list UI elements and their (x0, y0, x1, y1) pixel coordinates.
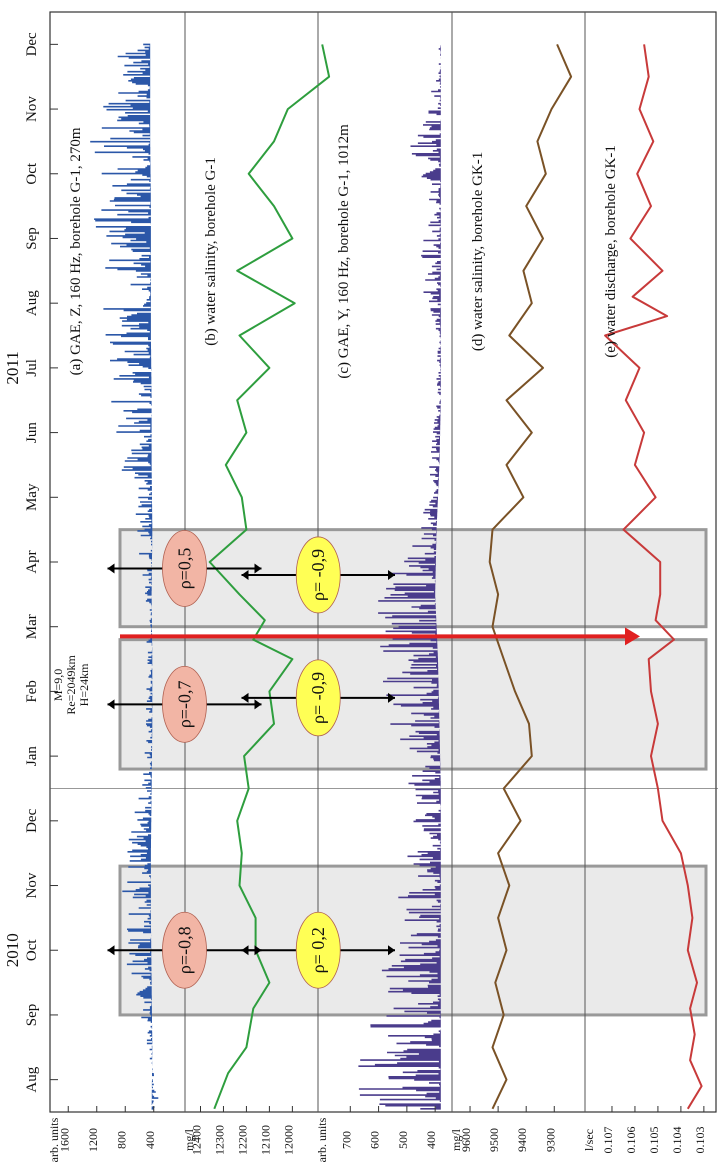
panel-unit-label: mg/l (449, 1128, 463, 1151)
header-layer: 2010 2011 M=9,0 Re=2049km H=24km (a) GAE, Z, … (3, 124, 619, 967)
panel-tick-label: 800 (114, 1131, 128, 1149)
correlation-badge (295, 536, 341, 614)
panel-tick-label: 12100 (258, 1125, 272, 1155)
earthquake-arrow-head (625, 627, 640, 646)
panel-tick-label: 1600 (57, 1128, 71, 1152)
correlation-arrowhead (388, 692, 395, 703)
panel-tick-label: 9600 (459, 1128, 473, 1152)
earthquake-info: Re=2049km (64, 655, 78, 715)
panel-tick-label: 9300 (543, 1128, 557, 1152)
correlation-arrowhead (107, 563, 115, 574)
panel-label: (e) water discharge, borehole GK-1 (603, 145, 619, 358)
month-label: May (24, 483, 40, 511)
correlation-arrowhead (241, 945, 249, 956)
correlation-arrowhead (388, 945, 395, 956)
month-label: Jul (24, 359, 40, 377)
panel-tick-label: 500 (396, 1131, 410, 1149)
panel-tick-label: 9400 (515, 1128, 529, 1152)
series-d (488, 44, 573, 1110)
month-label: Dec (24, 32, 40, 56)
month-label: Sep (24, 227, 40, 250)
correlation-badge (162, 911, 207, 989)
panel-tick-label: 9500 (487, 1128, 501, 1152)
month-label: Oct (24, 162, 40, 184)
month-label: Jan (24, 746, 40, 766)
panel-tick-label: 12300 (212, 1125, 226, 1155)
correlation-arrowhead (241, 569, 249, 580)
panel-tick-label: 12000 (281, 1125, 295, 1155)
panel-label: (a) GAE, Z, 160 Hz, borehole G-1, 270m (68, 127, 84, 375)
panel-unit-label: mg/l (182, 1128, 196, 1151)
panel-tick-label: 12400 (189, 1125, 203, 1155)
series-b (208, 44, 331, 1110)
correlation-arrowhead (107, 945, 115, 956)
plot-area (49, 11, 718, 1113)
panel-tick-label: 1200 (86, 1128, 100, 1152)
panel-tick-label: 0.103 (693, 1127, 707, 1154)
month-label: Nov (24, 96, 40, 122)
month-label: Oct (24, 939, 40, 961)
panel-unit-label: arb. units (315, 1117, 329, 1162)
axis-layer: Aug Sep Oct Nov Dec Jan Feb Mar Apr May Jun Jul Aug S… (24, 32, 707, 1162)
panel-tick-label: 400 (143, 1131, 157, 1149)
panel-tick-label: 0.107 (601, 1127, 615, 1154)
panel-unit-label: l/sec (582, 1129, 596, 1151)
correlation-value: ρ=0,5 (175, 548, 195, 590)
month-label: Dec (24, 808, 40, 832)
year-label-2010: 2010 (3, 933, 22, 967)
earthquake-info: H=24km (77, 663, 91, 706)
correlation-value: ρ= -0,9 (308, 672, 328, 724)
panel-tick-label: 0.104 (670, 1127, 684, 1154)
correlation-arrowhead (254, 563, 262, 574)
correlation-arrowhead (107, 699, 115, 710)
panel-unit-label: arb. units (47, 1117, 61, 1162)
correlation-badge (162, 665, 207, 743)
month-label: Aug (24, 1066, 40, 1092)
panel-tick-label: 0.106 (624, 1127, 638, 1154)
correlation-value: ρ=-0,8 (175, 926, 195, 974)
earthquake-info: M=9,0 (51, 669, 65, 701)
correlation-arrowhead (388, 569, 395, 580)
correlation-badge (162, 530, 207, 607)
panel-tick-label: 400 (424, 1131, 438, 1149)
year-label-2011: 2011 (3, 351, 22, 384)
correlation-badge (295, 659, 341, 737)
correlation-value: ρ=-0,7 (175, 681, 195, 729)
panel-label: (b) water salinity, borehole G-1 (203, 157, 219, 346)
correlation-value: ρ= -0,9 (308, 549, 328, 601)
correlation-window (118, 528, 708, 629)
month-label: Jun (24, 422, 40, 443)
correlation-value: ρ= 0,2 (308, 927, 328, 973)
panel-label: (c) GAE, Y, 160 Hz, borehole G-1, 1012m (336, 124, 352, 379)
correlation-badge (295, 911, 341, 989)
panel-tick-label: 700 (339, 1131, 353, 1149)
month-label: Mar (24, 614, 40, 639)
panel-tick-label: 12200 (235, 1125, 249, 1155)
annotation-layer: ρ=-0,8 ρ=-0,7 ρ=0,5 ρ= 0,2 ρ= -0,9 ρ= -0,9 (107, 530, 640, 989)
panel-tick-label: 600 (368, 1131, 382, 1149)
panel-tick-label: 0.105 (647, 1127, 661, 1154)
month-label: Sep (24, 1004, 40, 1027)
month-label: Aug (24, 290, 40, 316)
panel-label: (d) water salinity, borehole GK-1 (470, 152, 486, 351)
series-e (604, 44, 703, 1110)
month-label: Apr (24, 550, 40, 573)
correlation-arrowhead (254, 699, 262, 710)
correlation-arrowhead (241, 692, 249, 703)
month-label: Nov (24, 872, 40, 898)
month-label: Feb (24, 680, 40, 703)
